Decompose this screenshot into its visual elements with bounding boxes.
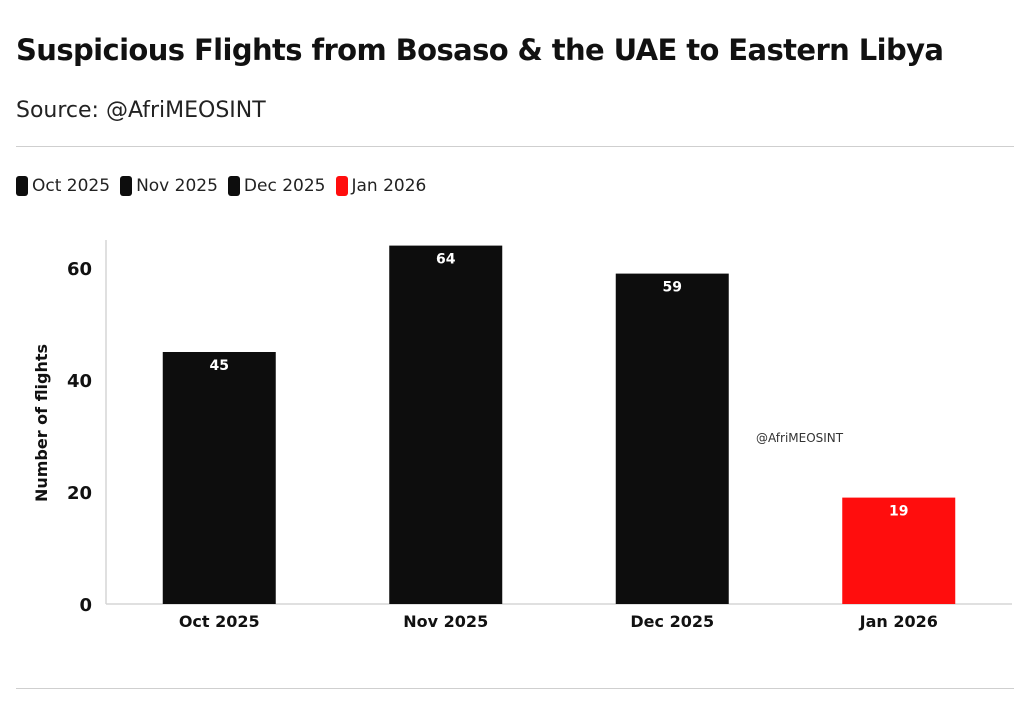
legend-item: Oct 2025 (16, 176, 110, 196)
bar (615, 273, 729, 604)
divider-top (16, 146, 1014, 147)
y-axis-label: Number of flights (32, 344, 51, 502)
legend-item: Nov 2025 (120, 176, 218, 196)
legend-swatch (227, 176, 240, 196)
bar (162, 352, 276, 604)
watermark: @AfriMEOSINT (756, 431, 844, 445)
legend-item: Jan 2026 (335, 176, 427, 196)
legend: Oct 2025 Nov 2025 Dec 2025 Jan 2026 (16, 176, 426, 196)
x-tick-label: Oct 2025 (179, 612, 260, 631)
legend-label: Nov 2025 (136, 176, 218, 196)
y-tick-label: 60 (67, 259, 92, 280)
chart-source: Source: @AfriMEOSINT (16, 98, 266, 123)
legend-swatch (16, 176, 28, 196)
bar-value-label: 45 (210, 358, 229, 374)
legend-swatch (335, 176, 348, 196)
bar-value-label: 64 (436, 252, 456, 268)
x-tick-label: Nov 2025 (403, 612, 488, 631)
legend-label: Dec 2025 (243, 176, 326, 196)
legend-label: Oct 2025 (32, 176, 111, 196)
bar-value-label: 59 (663, 280, 682, 296)
bars: 45 64 59 19 (162, 245, 956, 604)
y-tick-label: 0 (79, 595, 92, 616)
x-tick-label: Dec 2025 (630, 612, 714, 631)
bar (389, 245, 503, 604)
divider-bottom (16, 688, 1014, 689)
y-tick-label: 40 (67, 371, 92, 392)
bar-value-label: 19 (889, 504, 908, 520)
chart-title: Suspicious Flights from Bosaso & the UAE… (16, 33, 944, 67)
legend-swatch (120, 176, 133, 196)
y-axis-ticks: 0 20 40 60 (67, 259, 92, 616)
bar (842, 497, 956, 604)
legend-label: Jan 2026 (351, 176, 427, 196)
legend-item: Dec 2025 (227, 176, 326, 196)
x-tick-label: Jan 2026 (859, 612, 938, 631)
y-tick-label: 20 (67, 483, 92, 504)
x-axis-ticks: Oct 2025 Nov 2025 Dec 2025 Jan 2026 (179, 612, 938, 631)
